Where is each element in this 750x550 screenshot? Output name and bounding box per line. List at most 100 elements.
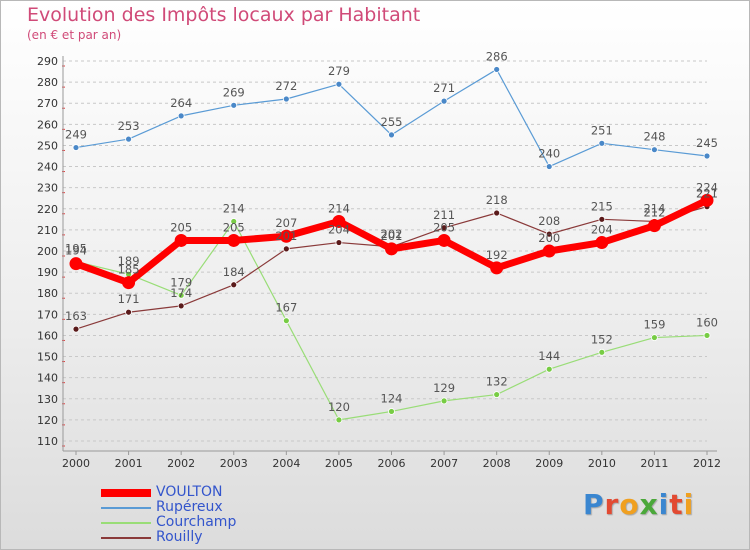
data-point xyxy=(177,302,185,310)
data-label: 211 xyxy=(433,208,455,222)
data-label: 159 xyxy=(643,318,665,332)
data-point xyxy=(598,348,606,356)
data-point xyxy=(493,66,501,73)
data-label: 208 xyxy=(538,214,560,228)
legend-label: Courchamp xyxy=(156,514,237,530)
y-tick-label: 280 xyxy=(37,76,58,89)
data-label: 204 xyxy=(328,223,350,237)
data-point xyxy=(125,308,132,316)
data-label: 160 xyxy=(696,315,718,329)
x-tick-label: 2009 xyxy=(535,457,563,470)
data-point xyxy=(440,97,448,105)
data-point xyxy=(230,101,238,109)
y-tick-label: 250 xyxy=(37,139,58,152)
data-point xyxy=(647,219,661,233)
series-Rupéreux xyxy=(72,66,711,170)
data-point xyxy=(69,257,83,271)
data-label: 245 xyxy=(696,136,718,150)
data-point xyxy=(227,233,241,247)
legend-swatch xyxy=(101,489,151,497)
y-tick-label: 160 xyxy=(37,329,58,342)
data-point xyxy=(490,261,504,275)
data-label: 132 xyxy=(486,375,508,389)
data-point xyxy=(545,365,553,373)
data-point xyxy=(125,135,132,143)
data-label: 214 xyxy=(643,201,665,215)
data-point xyxy=(598,215,606,223)
data-label: 194 xyxy=(65,244,87,258)
data-point xyxy=(598,139,606,147)
data-point xyxy=(437,233,451,247)
legend-label: Rouilly xyxy=(156,529,203,545)
data-label: 271 xyxy=(433,81,455,95)
y-tick-label: 230 xyxy=(37,182,58,195)
data-point xyxy=(282,95,290,103)
x-tick-label: 2002 xyxy=(167,457,195,470)
data-point xyxy=(335,80,343,88)
data-label: 167 xyxy=(275,301,297,315)
x-tick-label: 2003 xyxy=(220,457,248,470)
logo-letter: o xyxy=(619,488,640,521)
y-tick-label: 110 xyxy=(37,435,58,448)
chart-subtitle: (en € et par an) xyxy=(27,28,122,42)
series-Courchamp xyxy=(72,218,711,424)
data-label: 255 xyxy=(381,115,403,129)
data-label: 185 xyxy=(118,263,140,277)
data-label: 264 xyxy=(170,96,192,110)
data-point xyxy=(177,112,185,120)
data-point xyxy=(595,236,609,250)
data-label: 201 xyxy=(275,229,297,243)
legend-swatch xyxy=(101,507,151,509)
logo-letter: r xyxy=(604,488,620,521)
data-point xyxy=(388,131,395,139)
series-Rouilly xyxy=(72,203,711,333)
labels-Rupéreux: 249 253 264 269 272 279 255 271 286 240 251 248 245 xyxy=(65,49,718,160)
logo-letter: P xyxy=(583,488,605,521)
data-label: 129 xyxy=(433,381,455,395)
x-tick-label: 2001 xyxy=(115,457,143,470)
data-point xyxy=(335,239,343,246)
data-point xyxy=(282,245,290,253)
y-tick-label: 210 xyxy=(37,224,58,237)
data-point xyxy=(545,230,553,238)
data-point xyxy=(385,242,398,256)
data-label: 152 xyxy=(591,332,613,346)
data-label: 207 xyxy=(275,216,297,230)
x-tick-label: 2010 xyxy=(588,457,616,470)
data-point xyxy=(493,209,501,217)
logo-letter: i xyxy=(683,488,695,521)
data-label: 272 xyxy=(275,79,297,93)
data-label: 279 xyxy=(328,64,350,78)
data-label: 253 xyxy=(118,119,140,133)
labels-VOULTON: 194 185 205 205 207 214 201 205 192 200 204 212 224 xyxy=(65,180,718,276)
x-tick-label: 2011 xyxy=(640,457,668,470)
x-tick-label: 2012 xyxy=(693,457,721,470)
data-label: 202 xyxy=(381,227,403,241)
data-label: 248 xyxy=(643,130,665,144)
data-label: 218 xyxy=(486,193,508,207)
data-label: 249 xyxy=(65,128,87,142)
series-VOULTON xyxy=(69,193,714,290)
data-point xyxy=(542,244,556,258)
data-label: 120 xyxy=(328,400,350,414)
data-point xyxy=(703,152,711,160)
data-point xyxy=(335,416,343,424)
labels-Rouilly: 163 171 174 184 201 204 202 211 218 208 215 214 221 xyxy=(65,187,718,323)
y-tick-label: 140 xyxy=(37,372,58,385)
x-tick-label: 2000 xyxy=(62,457,90,470)
data-point xyxy=(177,291,185,299)
y-tick-label: 260 xyxy=(37,118,58,131)
data-label: 214 xyxy=(223,201,245,215)
y-tick-label: 270 xyxy=(37,97,58,110)
data-label: 200 xyxy=(538,231,560,245)
data-label: 144 xyxy=(538,349,560,363)
data-point xyxy=(282,317,290,325)
x-tick-label: 2004 xyxy=(272,457,300,470)
data-point xyxy=(230,281,238,289)
logo-letter: x xyxy=(639,488,659,521)
data-point xyxy=(72,325,80,333)
data-point xyxy=(388,408,395,415)
logo-letter: i xyxy=(658,488,670,521)
